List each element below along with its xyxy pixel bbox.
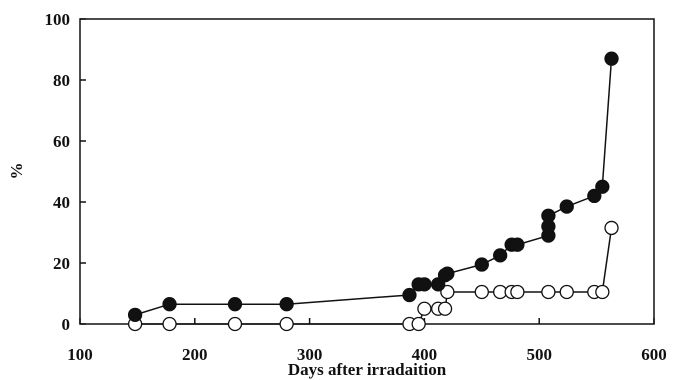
open-data-point (440, 284, 455, 300)
open-data-point (595, 284, 610, 300)
y-tick-label: 40 (53, 193, 70, 212)
x-axis-title: Days after irradaition (288, 360, 447, 379)
filled-data-point (510, 237, 525, 252)
x-tick-label: 600 (641, 345, 667, 364)
x-tick-label: 400 (412, 345, 438, 364)
filled-data-point (595, 179, 610, 194)
open-data-point (227, 316, 243, 332)
open-data-point (411, 316, 426, 332)
series-lines (134, 58, 613, 325)
filled-data-point (279, 297, 294, 312)
filled-data-point (474, 257, 489, 272)
open-data-point (162, 316, 177, 332)
y-tick-label: 100 (45, 10, 71, 29)
filled-data-point (587, 188, 602, 204)
open-data-point (474, 284, 489, 300)
filled-data-point (162, 297, 177, 312)
filled-data-point (440, 266, 455, 281)
y-tick-label: 20 (53, 254, 70, 273)
open-data-point (604, 220, 619, 236)
plot-frame (79, 18, 655, 325)
x-tick-label: 300 (297, 345, 323, 364)
open-data-point (279, 316, 294, 332)
open-data-point (437, 301, 453, 316)
open-data-point (541, 284, 556, 300)
filled-data-point (402, 287, 417, 303)
series-line-2 (135, 227, 613, 325)
y-tick-label: 0 (62, 315, 71, 334)
x-axis-ticks: 100 200 300 400 500 600 (67, 318, 667, 364)
filled-data-point (127, 307, 143, 323)
y-axis-ticks: 0 20 40 60 80 100 (45, 10, 86, 334)
y-tick-label: 80 (53, 71, 70, 90)
open-data-point (510, 284, 525, 300)
y-axis-title: % (7, 163, 26, 180)
open-data-point (559, 284, 574, 300)
open-data-point (417, 301, 432, 316)
filled-data-point (227, 297, 243, 312)
series-points (127, 51, 619, 332)
filled-data-point (493, 248, 508, 263)
y-tick-label: 60 (53, 132, 70, 151)
x-tick-label: 200 (182, 345, 208, 364)
filled-data-point (559, 199, 574, 214)
x-tick-label: 500 (526, 345, 552, 364)
series-line-1 (134, 58, 613, 316)
filled-data-point (541, 208, 556, 223)
filled-data-point (417, 277, 432, 292)
x-tick-label: 100 (67, 345, 93, 364)
filled-data-point (604, 51, 619, 66)
